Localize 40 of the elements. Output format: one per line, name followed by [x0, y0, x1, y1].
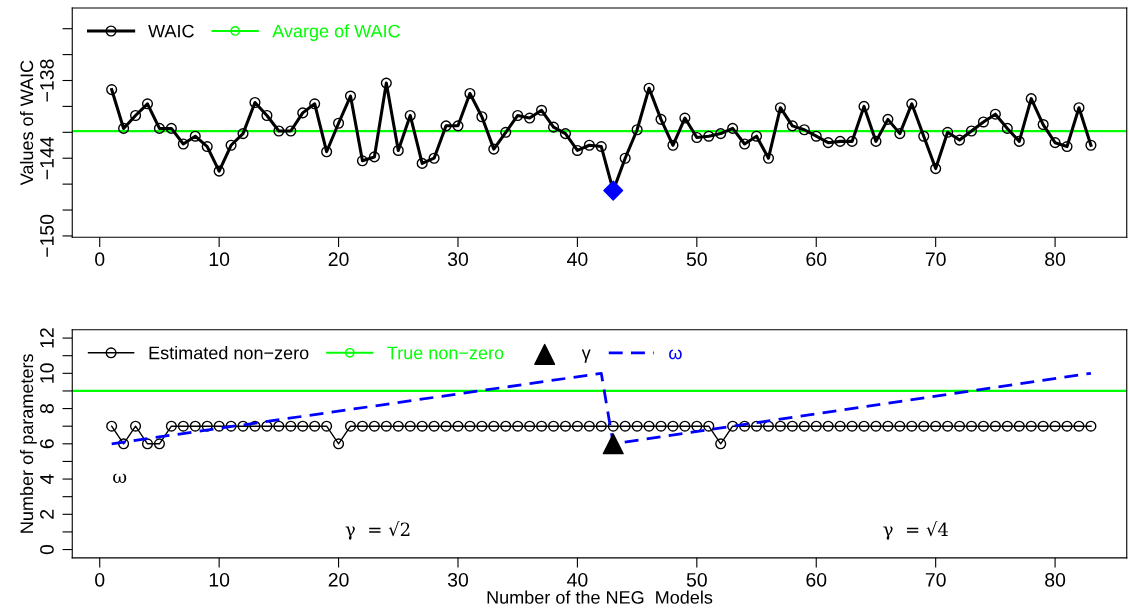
x-tick-label: 40: [567, 572, 588, 587]
y-tick-label: 10: [40, 363, 54, 383]
x-tick-label: 60: [806, 572, 827, 587]
legend-label: γ: [581, 349, 591, 363]
x-tick-label: 50: [686, 252, 707, 267]
x-axis-title: Number of the NEG Models: [487, 590, 713, 604]
x-tick-label: 70: [925, 572, 946, 587]
x-tick-label: 50: [686, 572, 707, 587]
y-tick-label: 12: [40, 328, 54, 348]
x-tick-label: 20: [328, 252, 349, 267]
x-tick-label: 10: [209, 252, 230, 267]
x-tick-label: 0: [95, 572, 105, 587]
x-tick-label: 80: [1045, 572, 1066, 587]
x-tick-label: 60: [806, 252, 827, 267]
x-tick-label: 20: [328, 572, 349, 587]
legend-label: WAIC: [148, 24, 194, 38]
legend-label: ω: [669, 349, 682, 360]
x-tick-label: 70: [925, 252, 946, 267]
y-tick-label: 4: [40, 474, 54, 485]
y-tick-label: 8: [40, 404, 54, 414]
y-tick-label: −150: [40, 214, 54, 257]
x-tick-label: 30: [447, 252, 469, 267]
legend-label: Estimated non−zero: [149, 346, 309, 360]
y-tick-label: −138: [40, 59, 54, 102]
y-tick-label: 6: [40, 439, 54, 449]
y-tick-label: 0: [40, 544, 54, 555]
y-axis-title: Number of parameters: [19, 354, 37, 533]
y-tick-label: 2: [40, 509, 54, 519]
legend-label: True non−zero: [387, 346, 504, 360]
x-tick-label: 30: [447, 572, 469, 587]
x-tick-label: 0: [95, 252, 105, 267]
y-axis-title: Values of WAIC: [19, 60, 34, 186]
legend-label: Avarge of WAIC: [272, 24, 400, 42]
annotation: ω: [113, 473, 127, 484]
annotation: γ = √4: [883, 521, 948, 540]
x-tick-label: 10: [209, 572, 230, 587]
annotation: γ = √2: [345, 521, 410, 540]
y-tick-label: −144: [40, 136, 54, 180]
x-tick-label: 40: [567, 252, 588, 267]
x-tick-label: 80: [1045, 252, 1066, 267]
